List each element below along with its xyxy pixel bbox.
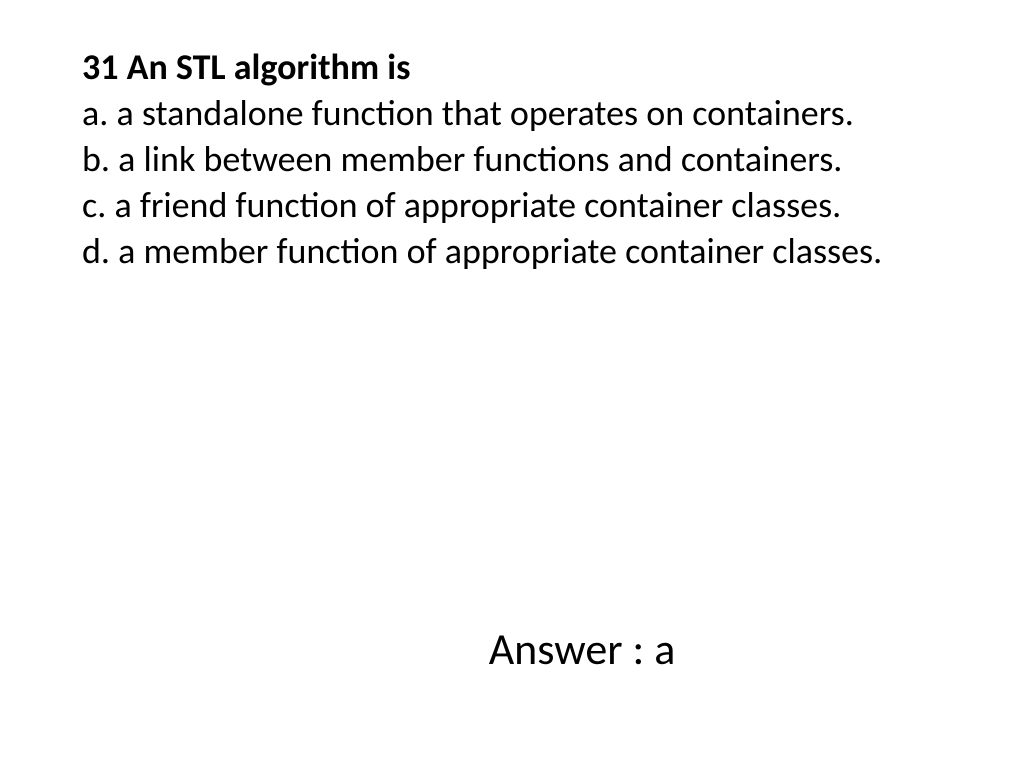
option-b: b. a link between member functions and c…	[82, 136, 964, 182]
option-c: c. a friend function of appropriate cont…	[82, 182, 964, 228]
answer-label: Answer : a	[0, 622, 1024, 676]
question-block: 31 An STL algorithm is a. a standalone f…	[82, 44, 964, 274]
option-d: d. a member function of appropriate cont…	[82, 228, 964, 274]
option-a: a. a standalone function that operates o…	[82, 90, 964, 136]
question-title: 31 An STL algorithm is	[82, 44, 964, 90]
